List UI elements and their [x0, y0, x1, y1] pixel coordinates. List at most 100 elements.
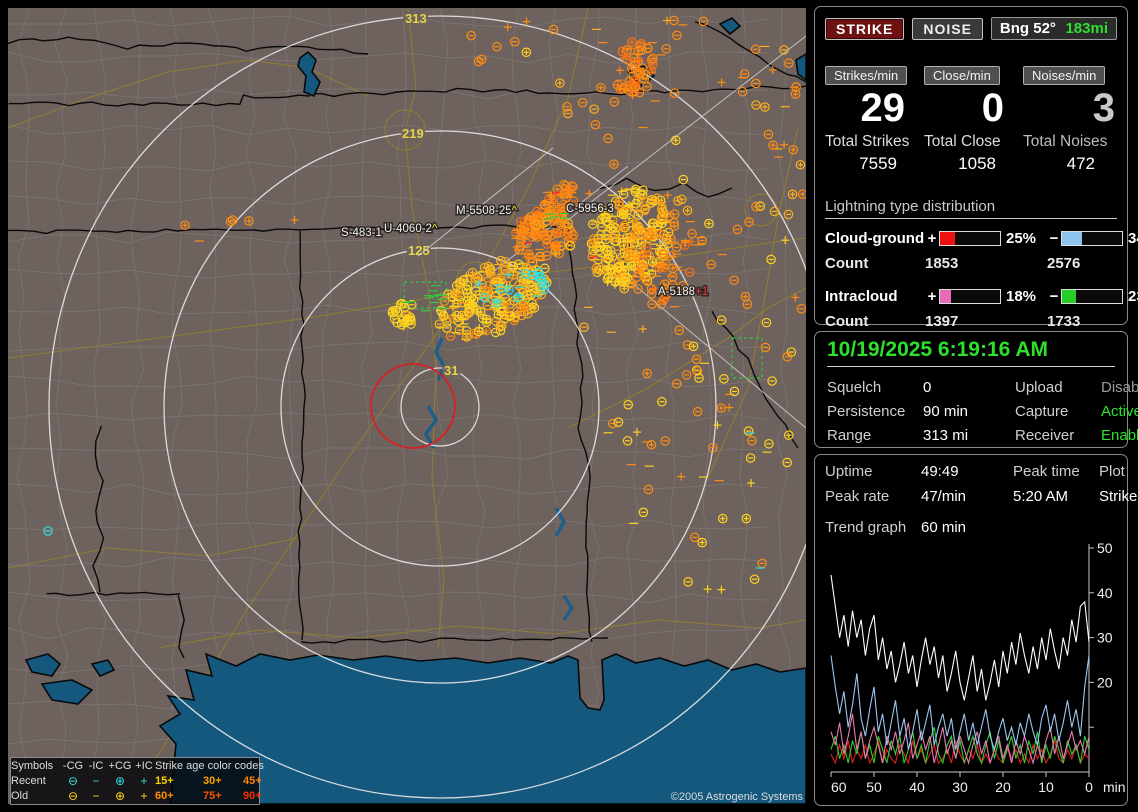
close-per-min-chip: Close/min	[924, 66, 1000, 85]
cell-tracking-box	[403, 281, 447, 309]
strikes-per-min-chip: Strikes/min	[825, 66, 908, 85]
strike-symbols-layer	[43, 15, 806, 594]
minus-sign: −	[1049, 288, 1059, 305]
cloud-ground-count-row: Count 1853 2576	[825, 255, 1117, 272]
noise-mode-button[interactable]: NOISE	[912, 17, 983, 40]
trend-graph-label: Trend graph	[825, 519, 907, 536]
strikes-column: Strikes/min 29 Total Strikes 7559	[825, 66, 919, 174]
cg-plus-bar	[939, 231, 1001, 246]
cell-tracking-box	[731, 337, 763, 379]
legend-symbols-header: Symbols	[11, 759, 54, 772]
range-ring-label: 125	[408, 243, 430, 258]
cg-plus-pct: 25%	[1006, 230, 1037, 247]
lightning-map[interactable]: 31 125 219 313 S-483-1 U-4060-2^ M-5508-25^ C-5…	[8, 8, 806, 805]
strike-symbol-legend: Symbols -CG -IC +CG +IC Strike age color…	[10, 757, 264, 805]
svg-text:60: 60	[831, 779, 847, 795]
peak-rate-label: Peak rate	[825, 488, 890, 505]
range-ring-label: 313	[405, 11, 427, 26]
cg-count-label: Count	[825, 255, 869, 272]
total-strikes-value: 7559	[859, 154, 897, 173]
total-noises-label: Total Noises	[1023, 133, 1108, 150]
storm-cell-label: M-5508-25^	[456, 205, 518, 217]
ic-minus-pct: 23%	[1128, 288, 1138, 305]
total-close-value: 1058	[958, 154, 996, 173]
noises-column: Noises/min 3 Total Noises 472	[1023, 66, 1117, 174]
ic-minus-bar	[1061, 289, 1123, 304]
session-trend-panel: Uptime 49:49 Peak time Plot Peak rate 47…	[814, 454, 1137, 806]
receiver-status: Enabled	[1101, 427, 1138, 444]
svg-text:20: 20	[995, 779, 1011, 795]
age-90-label: 90+	[243, 790, 262, 803]
close-per-min-value: 0	[981, 86, 1004, 130]
close-alarm-circle	[370, 363, 456, 449]
trend-graph: 50 40 30 20 60 50 40 30 20 10 0 min	[830, 540, 1126, 795]
peak-time-label: Peak time	[1013, 463, 1080, 480]
trend-series	[830, 713, 1090, 766]
legend-ncg-header: -CG	[62, 759, 84, 772]
age-60-label: 60+	[155, 790, 174, 803]
intracloud-label: Intracloud	[825, 288, 898, 305]
svg-text:40: 40	[1097, 585, 1113, 601]
noises-per-min-value: 3	[1092, 86, 1115, 130]
legend-pic-header: +IC	[135, 759, 153, 772]
legend-age-header: Strike age color codes	[155, 759, 264, 772]
noises-per-min-chip: Noises/min	[1023, 66, 1106, 85]
upload-status: Disabled	[1101, 379, 1138, 396]
water-layer	[24, 17, 806, 804]
range-label: Range	[827, 427, 872, 444]
age-75-label: 75+	[203, 790, 222, 803]
cg-minus-pct: 34%	[1128, 230, 1138, 247]
legend-recent-label: Recent	[11, 774, 46, 787]
copyright-text: ©2005 Astrogenic Systems	[670, 791, 803, 803]
peak-time-value: 5:20 AM	[1013, 488, 1069, 505]
close-column: Close/min 0 Total Close 1058	[924, 66, 1018, 174]
strike-mode-button[interactable]: STRIKE	[825, 17, 905, 40]
range-value: 313 mi	[923, 427, 969, 444]
svg-text:0: 0	[1085, 779, 1093, 795]
ic-plus-old-icon: +	[140, 789, 148, 804]
capture-label: Capture	[1015, 403, 1069, 420]
ic-minus-count: 1733	[1047, 313, 1081, 330]
persistence-label: Persistence	[827, 403, 906, 420]
ic-minus-old-icon: −	[92, 789, 100, 804]
storm-track-layer	[417, 35, 806, 429]
map-canvas[interactable]: 31 125 219 313 S-483-1 U-4060-2^ M-5508-25^ C-5…	[8, 8, 806, 804]
total-strikes-label: Total Strikes	[825, 133, 910, 150]
plot-value: Strike	[1099, 488, 1138, 505]
cg-minus-bar	[1061, 231, 1123, 246]
receiver-label: Receiver	[1015, 427, 1075, 444]
trend-series	[830, 655, 1090, 752]
peak-rate-value: 47/min	[921, 488, 967, 505]
distribution-title: Lightning type distribution	[825, 198, 1117, 219]
capture-status: Active	[1101, 403, 1138, 420]
cg-plus-old-icon: ⊕	[114, 789, 126, 804]
storm-cell-label: C-5956-3	[566, 203, 614, 215]
distance-value: 183mi	[1065, 20, 1108, 37]
age-30-label: 30+	[203, 774, 222, 787]
datetime-display: 10/19/2025 6:19:16 AM	[827, 338, 1115, 367]
strike-stats-panel: STRIKE NOISE Bng 52° 183mi Strikes/min 2…	[814, 6, 1138, 330]
total-close-label: Total Close	[924, 133, 1001, 150]
ic-count-label: Count	[825, 313, 869, 330]
storm-cell-label: S-483-1	[341, 227, 382, 239]
trend-series	[830, 727, 1090, 765]
cg-plus-recent-icon: ⊕	[114, 773, 126, 788]
intracloud-count-row: Count 1397 1733	[825, 313, 1117, 330]
trend-series	[830, 738, 1090, 765]
cloud-ground-row: Cloud-ground + 25% − 34%	[825, 230, 1138, 247]
age-15-label: 15+	[155, 774, 174, 787]
svg-text:30: 30	[1097, 630, 1113, 646]
range-ring-label: 31	[444, 363, 458, 378]
trend-x-unit: min	[1103, 779, 1125, 795]
ic-plus-count: 1397	[925, 313, 959, 330]
cg-plus-count: 1853	[925, 255, 959, 272]
cg-minus-count: 2576	[1047, 255, 1081, 272]
status-sidebar: STRIKE NOISE Bng 52° 183mi Strikes/min 2…	[812, 0, 1138, 812]
total-noises-value: 472	[1066, 154, 1095, 173]
trend-graph-value: 60 min	[921, 519, 967, 536]
plus-sign: +	[927, 230, 937, 247]
strikes-per-min-value: 29	[860, 86, 906, 130]
svg-text:10: 10	[1038, 779, 1054, 795]
ic-plus-bar	[939, 289, 1001, 304]
